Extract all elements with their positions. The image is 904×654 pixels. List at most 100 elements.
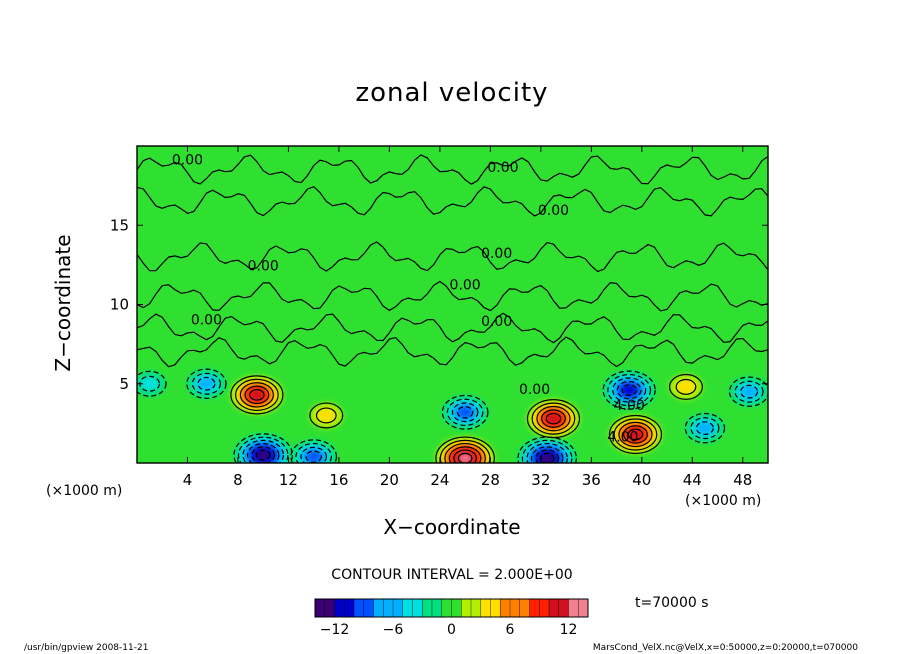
contour-line <box>695 421 714 436</box>
contour-label: 0.00 <box>481 314 512 330</box>
contour-line <box>246 443 280 463</box>
colorbar-segment <box>519 598 531 618</box>
colorbar-segment <box>363 598 375 618</box>
contour-line <box>453 449 477 463</box>
contour-line <box>545 412 562 425</box>
contour-line <box>526 399 581 439</box>
colorbar-segment <box>568 598 579 618</box>
contour-label: 0.00 <box>519 382 550 398</box>
x-tick-label: 20 <box>380 471 399 489</box>
y-tick-label: 5 <box>119 375 129 393</box>
contour-line <box>728 376 768 407</box>
colorbar-segment <box>402 598 414 618</box>
x-axis-label: X−coordinate <box>383 515 521 539</box>
contour-line <box>616 380 642 400</box>
contour-interval-text: CONTOUR INTERVAL = 2.000E+00 <box>331 567 573 583</box>
x-tick-label: 8 <box>233 471 243 489</box>
contour-line <box>137 370 167 397</box>
colorbar-segment <box>392 598 404 618</box>
colorbar-segment <box>344 598 355 618</box>
field-extremum <box>517 437 577 463</box>
x-tick-label: 44 <box>683 471 702 489</box>
colorbar-segment <box>451 598 462 618</box>
colorbar-segment <box>558 598 570 618</box>
contour-line <box>197 376 216 391</box>
contour-line <box>435 436 495 463</box>
footer-right: MarsCond_VelX.nc@VelX,x=0:50000,z=0:2000… <box>592 643 858 653</box>
colorbar-segment <box>548 598 560 618</box>
contour-line <box>627 428 644 441</box>
colorbar-frame <box>314 598 589 618</box>
contour-line <box>740 384 759 399</box>
colorbar-segment <box>509 598 521 618</box>
y-axis-unit: (×1000 m) <box>46 483 123 499</box>
zero-contour <box>137 336 768 368</box>
colorbar-segment <box>431 598 443 618</box>
contour-line <box>621 384 637 396</box>
contour-line <box>531 402 576 435</box>
contour-line <box>242 439 284 463</box>
contour-label: 0.00 <box>487 160 518 176</box>
contour-line <box>612 377 647 403</box>
colorbar-segment <box>373 598 384 618</box>
contour-line <box>521 439 573 463</box>
zero-contour <box>137 154 768 185</box>
x-axis-unit: (×1000 m) <box>685 493 762 509</box>
contour-line <box>607 373 652 407</box>
contour-line <box>290 439 338 463</box>
field-band <box>137 161 768 257</box>
contour-line <box>295 442 332 463</box>
x-tick-label: 32 <box>531 471 550 489</box>
colorbar-segment <box>470 598 482 618</box>
colorbar-segment <box>529 598 540 618</box>
contour-line <box>602 370 656 410</box>
x-tick-label: 24 <box>430 471 449 489</box>
colorbar-segment <box>334 598 345 618</box>
contour-line <box>244 385 270 405</box>
contour-line <box>249 389 265 401</box>
contour-label: 4.00 <box>614 398 645 414</box>
contour-line <box>239 382 274 408</box>
contour-line <box>530 446 564 463</box>
contour-line <box>439 439 491 463</box>
field-extremum <box>669 374 703 400</box>
x-tick-label: 12 <box>279 471 298 489</box>
contour-line <box>451 402 479 423</box>
contour-line <box>315 407 337 424</box>
colorbar-segment <box>578 598 589 618</box>
colorbar-segment <box>480 598 492 618</box>
contour-line <box>675 378 697 395</box>
time-label: t=70000 s <box>635 595 709 611</box>
x-tick-label: 28 <box>481 471 500 489</box>
contour-line <box>690 417 720 440</box>
contour-line <box>526 442 568 463</box>
contour-line <box>305 450 322 463</box>
contour-line <box>608 414 663 455</box>
contour-line <box>186 368 227 399</box>
colorbar-segment <box>422 598 433 618</box>
contour-line <box>734 380 764 403</box>
chart-title: zonal velocity <box>355 78 549 108</box>
contour-label: 0.00 <box>481 246 512 262</box>
contour-line <box>441 394 489 430</box>
contour-line <box>237 436 289 463</box>
zero-contour <box>137 186 768 217</box>
contour-label: 0.00 <box>191 312 222 328</box>
colorbar-segment <box>383 598 394 618</box>
colorbar-segment <box>539 598 550 618</box>
contour-line <box>536 405 571 432</box>
contour-line <box>456 406 474 419</box>
x-tick-label: 48 <box>733 471 752 489</box>
zero-contour <box>137 312 768 344</box>
contour-line <box>517 436 577 463</box>
colorbar-segment <box>353 598 365 618</box>
contour-line <box>684 412 726 444</box>
contour-label: 0.00 <box>450 277 481 293</box>
contour-line <box>446 398 484 426</box>
colorbar-tick-label: 0 <box>447 622 456 638</box>
colorbar-segment <box>500 598 511 618</box>
field-extremum <box>309 403 343 428</box>
colorbar-segment <box>412 598 423 618</box>
contour-line <box>448 446 482 463</box>
